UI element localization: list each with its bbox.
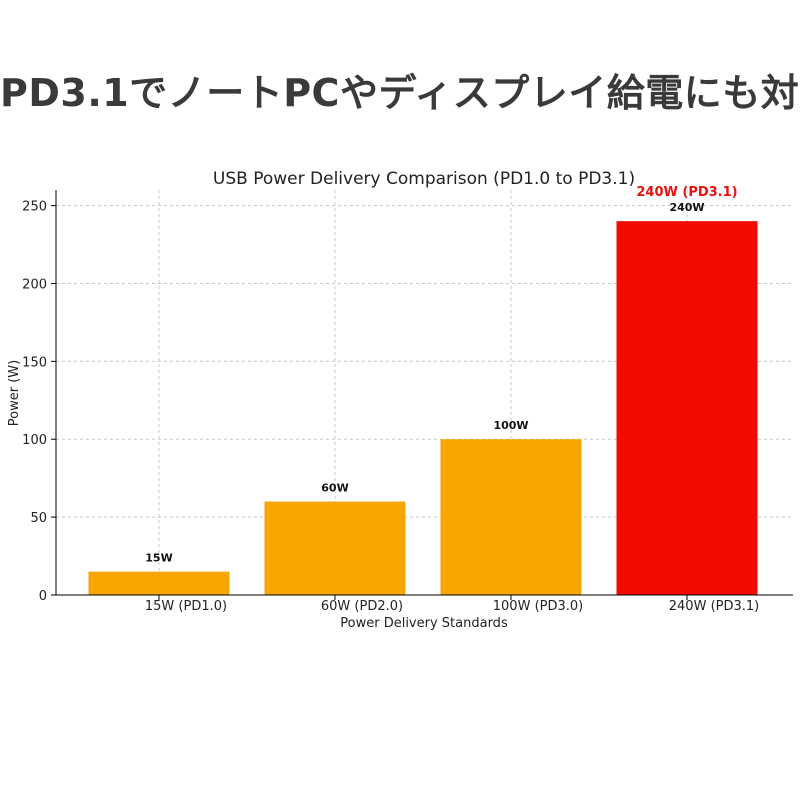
bar-3 [616, 221, 758, 595]
y-tick-label: 200 [22, 277, 47, 292]
y-tick-label: 150 [22, 355, 47, 370]
y-tick-label: 100 [22, 433, 47, 448]
data-label: 240W [669, 201, 704, 214]
bar-2 [440, 439, 582, 595]
axes [51, 190, 793, 600]
data-label: 100W [493, 419, 528, 432]
y-tick-label: 250 [22, 200, 47, 215]
labels: 0 50 100 150 200 250 15W (PD1.0) 60W (PD2.0) 100… [22, 185, 759, 614]
data-label: 60W [321, 482, 348, 495]
y-tick-label: 0 [39, 589, 47, 604]
bar-1 [264, 501, 406, 595]
y-tick-label: 50 [30, 511, 47, 526]
x-tick-label: 60W (PD2.0) [321, 599, 403, 614]
bars [88, 221, 758, 595]
highlight-annotation: 240W (PD3.1) [636, 185, 737, 200]
y-axis-label: Power (W) [7, 360, 22, 426]
bar-0 [88, 571, 230, 595]
data-label: 15W [145, 552, 172, 565]
chart-title: USB Power Delivery Comparison (PD1.0 to … [213, 169, 635, 189]
x-axis-label: Power Delivery Standards [340, 616, 508, 631]
headline: PD3.1でノートPCやディスプレイ給電にも対応 [0, 71, 800, 115]
x-tick-label: 240W (PD3.1) [669, 599, 759, 614]
x-tick-label: 15W (PD1.0) [145, 599, 227, 614]
x-tick-label: 100W (PD3.0) [493, 599, 583, 614]
